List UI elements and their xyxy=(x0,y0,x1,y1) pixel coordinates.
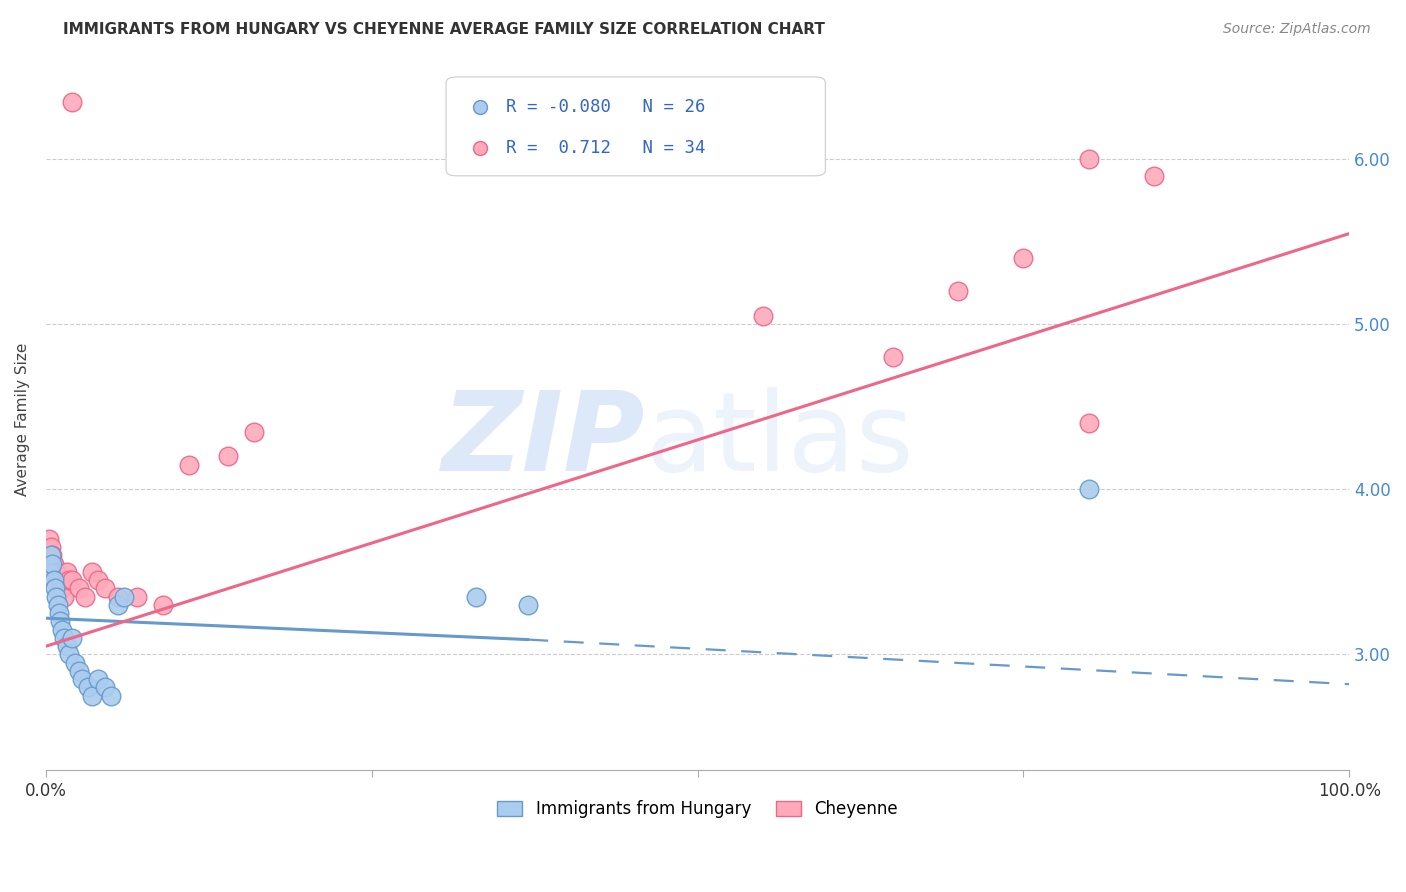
Point xyxy=(1077,153,1099,167)
Y-axis label: Average Family Size: Average Family Size xyxy=(15,343,30,496)
Point xyxy=(948,285,970,299)
Point xyxy=(107,598,129,612)
Point xyxy=(41,557,63,571)
Point xyxy=(217,450,239,464)
Point xyxy=(53,631,76,645)
Text: IMMIGRANTS FROM HUNGARY VS CHEYENNE AVERAGE FAMILY SIZE CORRELATION CHART: IMMIGRANTS FROM HUNGARY VS CHEYENNE AVER… xyxy=(63,22,825,37)
Point xyxy=(67,664,90,678)
Point xyxy=(56,639,79,653)
Point xyxy=(179,458,201,472)
Point xyxy=(51,623,73,637)
Point xyxy=(46,598,69,612)
Point xyxy=(752,309,775,323)
Point xyxy=(42,557,65,571)
Point xyxy=(39,549,62,563)
Point xyxy=(48,606,70,620)
Text: ZIP: ZIP xyxy=(441,387,645,494)
Point xyxy=(243,425,266,439)
FancyBboxPatch shape xyxy=(446,77,825,176)
Point xyxy=(882,351,904,365)
Point xyxy=(1143,169,1166,183)
Point xyxy=(60,631,83,645)
Text: R =  0.712   N = 34: R = 0.712 N = 34 xyxy=(506,139,706,157)
Point xyxy=(152,598,174,612)
Point xyxy=(517,598,540,612)
Point xyxy=(87,573,110,587)
Point xyxy=(60,95,83,109)
Point xyxy=(76,681,98,695)
Point xyxy=(56,565,79,579)
Point xyxy=(45,590,67,604)
Point xyxy=(45,565,67,579)
Point xyxy=(100,689,122,703)
Point xyxy=(127,590,149,604)
Point xyxy=(48,582,70,596)
Point xyxy=(80,689,103,703)
Point xyxy=(112,590,135,604)
Point xyxy=(93,582,115,596)
Point xyxy=(1012,252,1035,266)
Point xyxy=(93,681,115,695)
Point xyxy=(41,549,63,563)
Point xyxy=(107,590,129,604)
Point xyxy=(44,565,66,579)
Text: Source: ZipAtlas.com: Source: ZipAtlas.com xyxy=(1223,22,1371,37)
Point xyxy=(67,582,90,596)
Text: R = -0.080   N = 26: R = -0.080 N = 26 xyxy=(506,98,706,116)
Point xyxy=(72,672,94,686)
Point xyxy=(53,590,76,604)
Point xyxy=(51,582,73,596)
Point xyxy=(44,582,66,596)
Point xyxy=(63,656,86,670)
Point xyxy=(1077,483,1099,497)
Point xyxy=(60,573,83,587)
Point xyxy=(49,615,72,629)
Point xyxy=(75,590,97,604)
Point xyxy=(465,590,488,604)
Point xyxy=(1077,417,1099,431)
Point xyxy=(38,532,60,546)
Point xyxy=(42,573,65,587)
Point xyxy=(46,573,69,587)
Point xyxy=(39,540,62,554)
Point xyxy=(58,648,80,662)
Point xyxy=(38,565,60,579)
Point xyxy=(58,573,80,587)
Legend: Immigrants from Hungary, Cheyenne: Immigrants from Hungary, Cheyenne xyxy=(491,794,904,825)
Point xyxy=(80,565,103,579)
Point xyxy=(87,672,110,686)
Text: atlas: atlas xyxy=(645,387,914,494)
